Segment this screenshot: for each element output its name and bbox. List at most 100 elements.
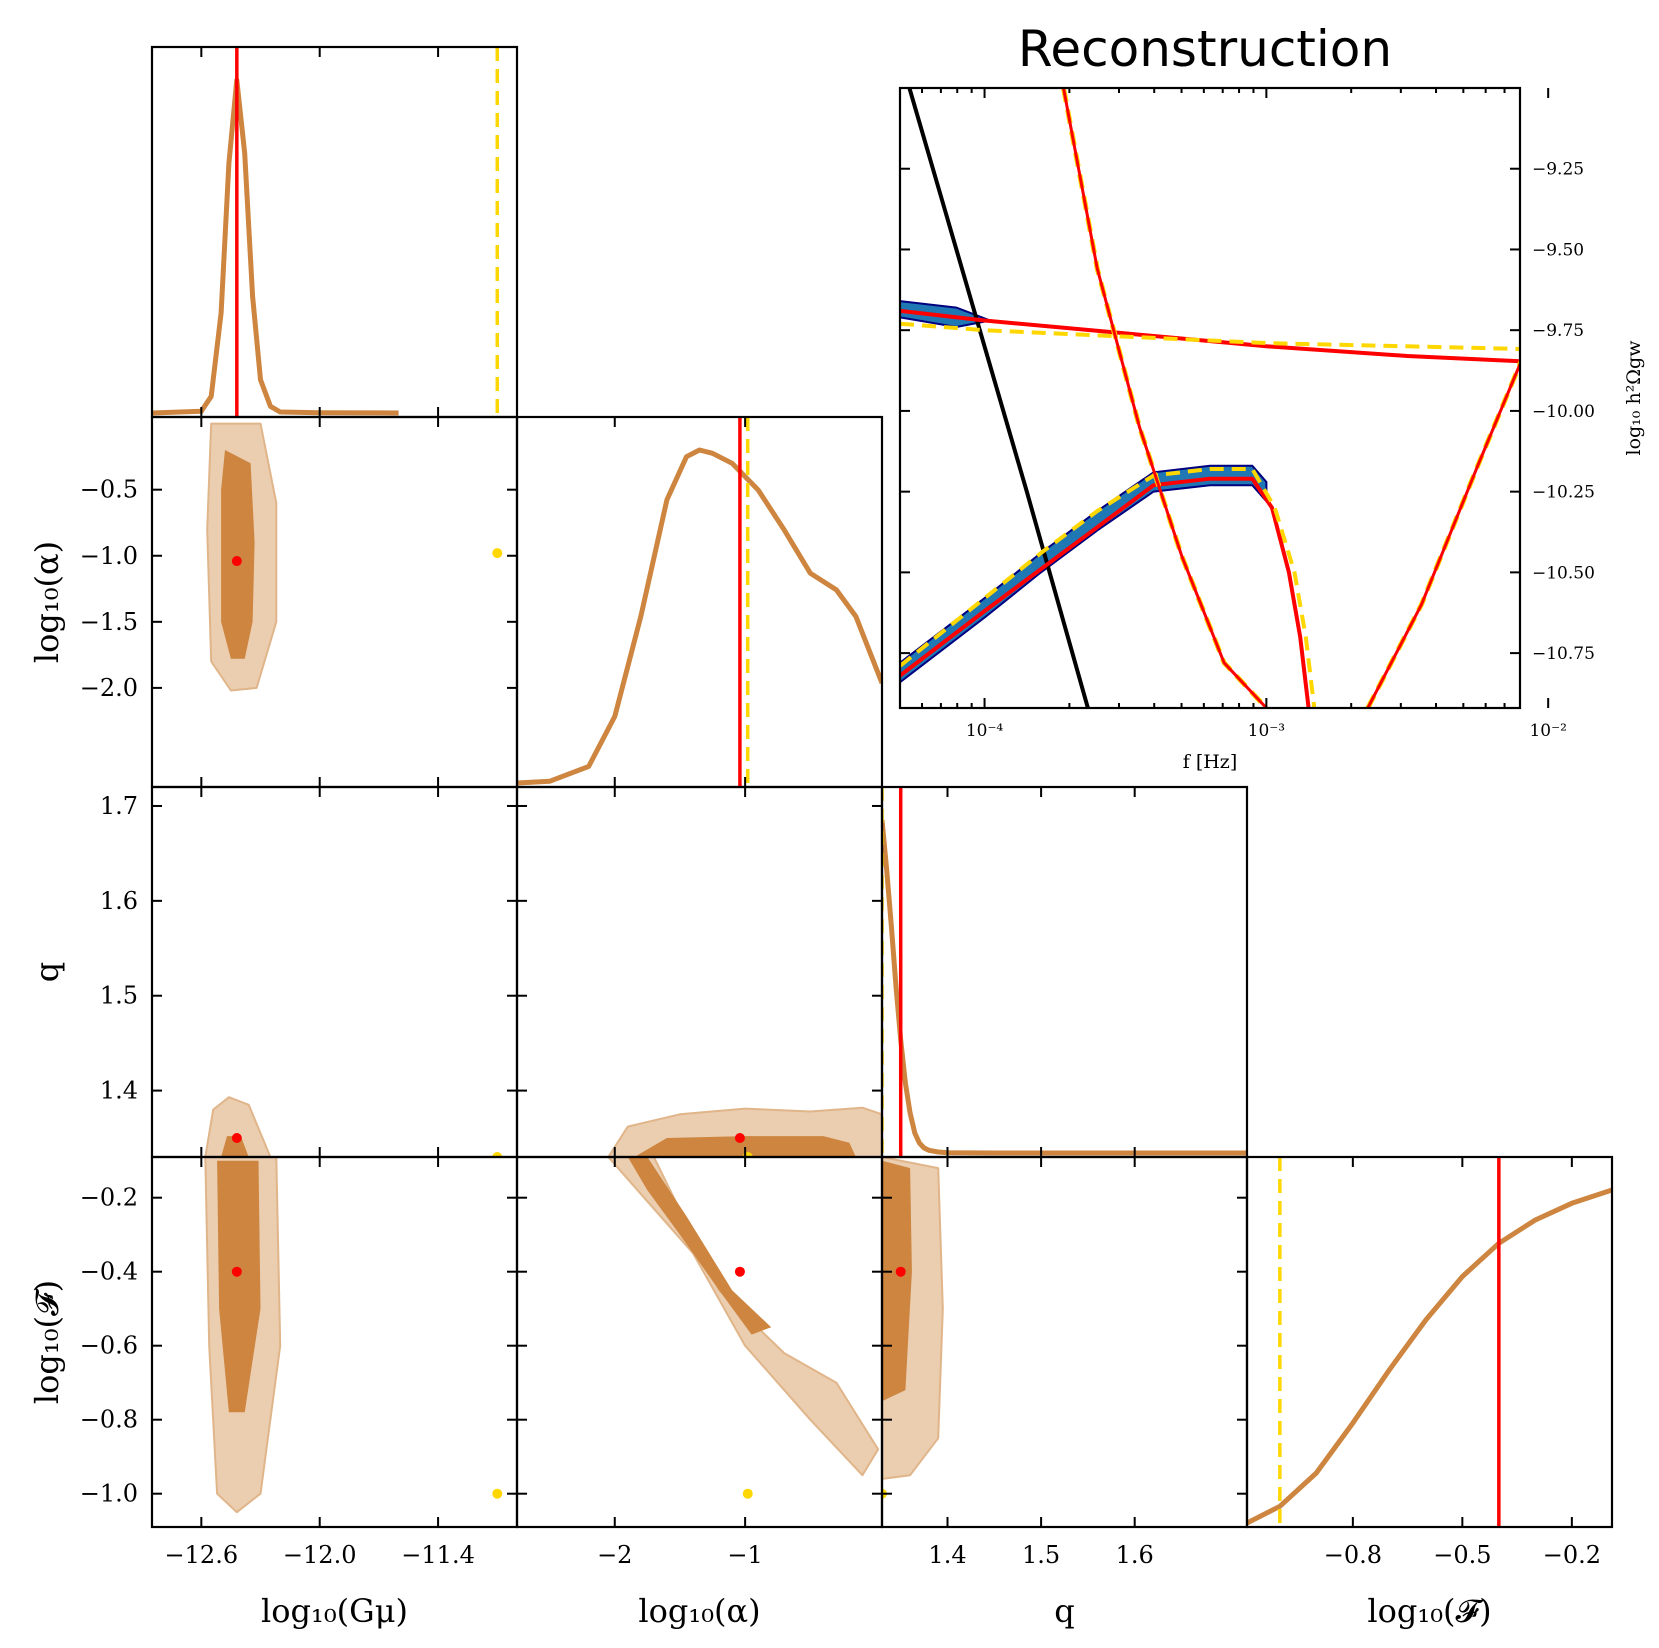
y-tick-label-log10_alpha: −1.5 — [80, 608, 138, 636]
series-peak-reference — [900, 467, 1317, 708]
series-power-law-truth — [900, 308, 1520, 364]
marginal-curve-q — [882, 819, 1247, 1156]
y-axis-label-log10_F: log₁₀(𝓕) — [28, 1280, 66, 1404]
truth-point-q-log10_F — [895, 1266, 906, 1277]
y-tick-label-q: 1.6 — [100, 887, 138, 915]
marginal-curve-log10_Gmu — [152, 77, 399, 416]
series-parabola-right — [1366, 360, 1520, 708]
series-parabola-left-reference — [1061, 88, 1269, 708]
contour-inner-log10_alpha-log10_F — [627, 1157, 772, 1335]
marginal-log10_alpha — [517, 417, 882, 787]
reference-point-log10_Gmu-q — [492, 1152, 503, 1157]
recon-y-tick-label: −10.50 — [1532, 563, 1595, 583]
x-axis-label-log10_alpha: log₁₀(α) — [638, 1592, 760, 1630]
contour-axes-log10_Gmu-q — [150, 785, 519, 1159]
contour-axes-q-log10_F — [880, 1155, 1249, 1529]
posterior-band — [900, 464, 1268, 684]
x-tick-label-q: 1.5 — [1022, 1541, 1060, 1569]
reconstruction-plot-area — [900, 88, 1520, 708]
x-tick-label-log10_Gmu: −12.0 — [283, 1541, 357, 1569]
recon-y-tick-label: −9.25 — [1532, 160, 1584, 180]
axes-frames-layer — [150, 45, 1614, 1529]
y-tick-label-log10_alpha: −1.0 — [80, 542, 138, 570]
contour-inner-log10_alpha-q — [634, 1136, 856, 1157]
contour-inner-q-log10_F — [882, 1160, 912, 1402]
truth-point-log10_alpha-q — [734, 1133, 745, 1144]
marginal-axes-log10_alpha — [515, 415, 884, 789]
reference-point-log10_alpha-log10_F — [742, 1488, 753, 1499]
marginal-q — [882, 787, 1247, 1157]
marginal-axes-q — [880, 785, 1249, 1159]
recon-x-tick-label: 10⁻² — [1529, 721, 1566, 741]
contour-panel-log10_alpha-q — [607, 1106, 882, 1157]
x-axis-label-log10_Gmu: log₁₀(Gμ) — [261, 1592, 408, 1630]
y-tick-label-log10_F: −0.8 — [80, 1406, 138, 1434]
series-parabola-right-reference — [1365, 357, 1520, 708]
recon-x-tick-label: 10⁻³ — [1248, 721, 1285, 741]
series-parabola-left — [1062, 88, 1268, 708]
x-tick-label-log10_F: −0.2 — [1543, 1541, 1601, 1569]
contour-panel-log10_Gmu-q — [204, 1096, 503, 1157]
reconstruction-xlabel: f [Hz] — [1183, 751, 1237, 773]
y-axis-label-log10_alpha: log₁₀(α) — [28, 541, 66, 663]
reconstruction-axes — [898, 86, 1522, 710]
marginal-axes-log10_Gmu — [150, 45, 519, 419]
recon-y-tick-label: −10.75 — [1532, 644, 1595, 664]
x-tick-label-log10_F: −0.5 — [1433, 1541, 1491, 1569]
lines-layer — [152, 47, 1612, 1527]
x-axis-label-log10_F: log₁₀(𝓕) — [1367, 1592, 1491, 1630]
y-tick-label-log10_F: −0.4 — [80, 1258, 138, 1286]
text-layer: −12.6 −12.0 −11.4 log₁₀(Gμ) −2 −1 log₁₀(α) 1.4 1… — [28, 20, 1645, 1630]
truth-point-log10_Gmu-q — [231, 1133, 242, 1144]
recon-y-tick-label: −10.00 — [1532, 402, 1595, 422]
truth-point-log10_Gmu-log10_F — [231, 1266, 242, 1277]
x-tick-label-q: 1.6 — [1116, 1541, 1154, 1569]
x-axis-label-q: q — [1054, 1592, 1074, 1630]
contour-outer-log10_Gmu-q — [204, 1096, 272, 1157]
marginal-log10_F — [1247, 1157, 1612, 1527]
contour-inner-log10_Gmu-log10_F — [217, 1160, 261, 1413]
y-tick-label-log10_F: −1.0 — [80, 1480, 138, 1508]
contour-axes-log10_alpha-log10_F — [515, 1155, 884, 1529]
contour-inner-log10_Gmu-q — [221, 1136, 249, 1157]
x-tick-label-log10_F: −0.8 — [1324, 1541, 1382, 1569]
reference-point-log10_Gmu-log10_F — [492, 1488, 503, 1499]
series-peak-truth — [900, 476, 1311, 708]
x-tick-label-log10_Gmu: −11.4 — [401, 1541, 475, 1569]
y-tick-label-q: 1.4 — [100, 1077, 138, 1105]
x-tick-label-log10_Gmu: −12.6 — [165, 1541, 239, 1569]
x-tick-label-log10_alpha: −1 — [727, 1541, 762, 1569]
contour-panel-log10_alpha-log10_F — [607, 1157, 880, 1499]
recon-y-tick-label: −9.75 — [1532, 321, 1584, 341]
series-power-law-reference — [900, 321, 1520, 351]
reconstruction-title: Reconstruction — [1018, 20, 1392, 78]
marginal-curve-log10_alpha — [517, 447, 882, 786]
contour-fills-layer — [204, 422, 944, 1514]
x-tick-label-log10_alpha: −2 — [597, 1541, 632, 1569]
contour-inner-log10_Gmu-log10_alpha — [221, 450, 255, 659]
y-tick-label-q: 1.5 — [100, 982, 138, 1010]
y-tick-label-log10_alpha: −2.0 — [80, 674, 138, 702]
recon-x-tick-label: 10⁻⁴ — [966, 721, 1004, 741]
y-tick-label-log10_alpha: −0.5 — [80, 476, 138, 504]
y-tick-label-q: 1.7 — [100, 792, 138, 820]
recon-y-tick-label: −10.25 — [1532, 483, 1595, 503]
marginal-curve-log10_F — [1247, 1187, 1612, 1526]
series-sensitivity-left — [907, 88, 1090, 708]
y-tick-label-log10_F: −0.2 — [80, 1184, 138, 1212]
marginal-log10_Gmu — [152, 47, 500, 417]
reconstruction-ylabel: log₁₀ h²Ωgw — [1623, 340, 1645, 456]
truth-point-log10_Gmu-log10_alpha — [231, 556, 242, 567]
x-tick-label-q: 1.4 — [928, 1541, 966, 1569]
y-tick-label-log10_F: −0.6 — [80, 1332, 138, 1360]
contour-axes-log10_Gmu-log10_alpha — [150, 415, 519, 789]
truth-point-log10_alpha-log10_F — [734, 1266, 745, 1277]
contour-panel-q-log10_F — [882, 1157, 944, 1499]
contour-panel-log10_Gmu-log10_F — [204, 1157, 503, 1514]
contour-axes-log10_alpha-q — [515, 785, 884, 1159]
y-axis-label-q: q — [28, 962, 66, 982]
recon-y-tick-label: −9.50 — [1532, 240, 1584, 260]
reference-point-log10_Gmu-log10_alpha — [492, 548, 503, 559]
contour-panel-log10_Gmu-log10_alpha — [206, 422, 503, 692]
